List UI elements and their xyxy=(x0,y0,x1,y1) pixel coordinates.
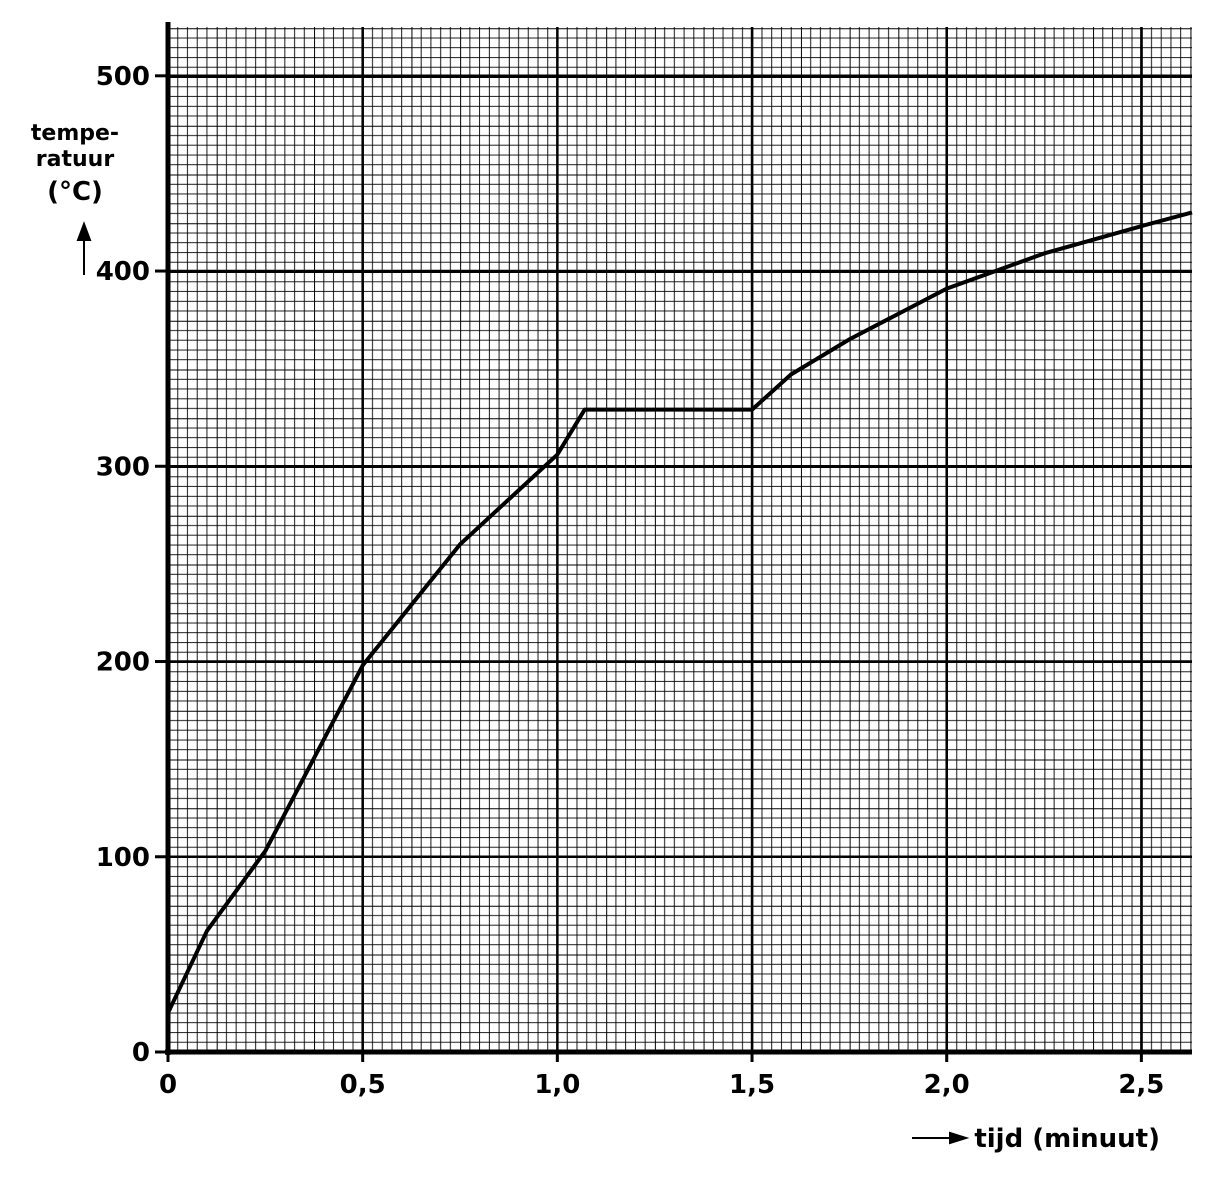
y-tick-label: 400 xyxy=(96,257,150,287)
x-axis-label: tijd (minuut) xyxy=(974,1124,1160,1154)
x-tick-label: 2,5 xyxy=(1118,1070,1164,1100)
x-arrow xyxy=(912,1131,970,1145)
x-tick-label: 0,5 xyxy=(340,1070,386,1100)
data-line xyxy=(166,210,1193,1014)
y-tick-label: 0 xyxy=(132,1038,150,1068)
x-tick-label: 1,0 xyxy=(534,1070,580,1100)
y-label-line: (°C) xyxy=(47,177,103,207)
y-tick-label: 100 xyxy=(96,843,150,873)
x-tick-label: 2,0 xyxy=(924,1070,970,1100)
y-axis-label: tempe- ratuur (°C) xyxy=(31,121,119,207)
y-arrow xyxy=(76,221,92,275)
y-label-line: tempe- xyxy=(31,121,119,146)
y-tick-label: 200 xyxy=(96,648,150,678)
graph-paper xyxy=(168,27,1192,1052)
x-tick-label: 0 xyxy=(159,1070,177,1100)
y-label-line: ratuur xyxy=(36,147,115,172)
x-tick-label: 1,5 xyxy=(729,1070,775,1100)
y-tick-label: 300 xyxy=(96,452,150,482)
y-tick-label: 500 xyxy=(96,62,150,92)
